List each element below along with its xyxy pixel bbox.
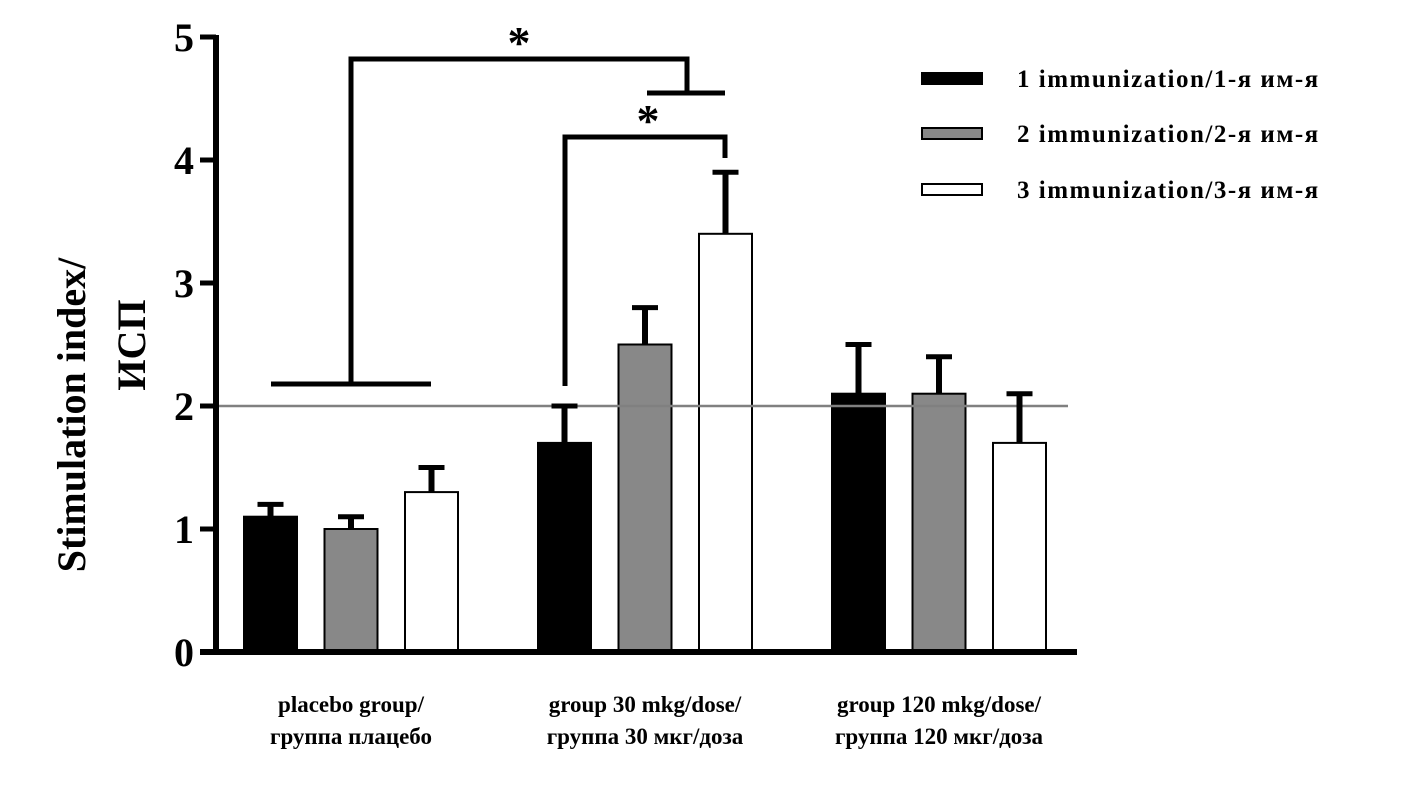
bars-layer	[243, 232, 1047, 654]
x-category-label-2-line-1: group 30 mkg/dose/	[549, 692, 742, 717]
bar-2-group-3	[911, 392, 967, 653]
y-tick-label-1: 1	[174, 507, 194, 552]
legend-label-1: 1 immunization/1-я им-я	[1017, 66, 1320, 93]
y-tick-label-3: 3	[174, 261, 194, 306]
bar-1-group-3	[831, 392, 886, 653]
axes-layer: 0 1 2 3 4 5	[174, 15, 1077, 675]
y-axis-label: Stimulation index/ ИСП	[49, 257, 154, 572]
legend-swatch-2	[921, 127, 983, 140]
legend: 1 immunization/1-я им-я 2 immunization/2-…	[921, 66, 1320, 204]
x-category-labels: placebo group/группа плацебо group 30 mkg…	[270, 692, 1044, 749]
error-bars-layer	[257, 169, 1033, 529]
y-tick-label-4: 4	[174, 138, 194, 183]
significance-brackets: **	[271, 17, 728, 387]
y-tick-label-5: 5	[174, 15, 194, 60]
legend-label-3: 3 immunization/3-я им-я	[1017, 177, 1320, 204]
bar-2-group-1	[323, 528, 379, 653]
bar-2-group-2	[617, 343, 673, 653]
x-category-label-2-line-2: группа 30 мкг/доза	[547, 724, 744, 749]
y-tick-label-0: 0	[174, 630, 194, 675]
legend-label-2: 2 immunization/2-я им-я	[1017, 121, 1320, 148]
x-category-label-3-line-2: группа 120 мкг/доза	[835, 724, 1044, 749]
x-category-label-3-line-1: group 120 mkg/dose/	[837, 692, 1042, 717]
bar-3-group-2	[698, 232, 753, 654]
bar-3-group-3	[992, 441, 1047, 653]
bracket-2-line	[562, 134, 728, 386]
bracket-1-line	[348, 56, 690, 384]
y-axis-label-line-1: Stimulation index/	[49, 257, 94, 572]
y-axis-label-line-2: ИСП	[109, 299, 154, 390]
bar-1-group-2	[537, 441, 592, 653]
legend-swatch-1	[921, 72, 983, 85]
bar-3-group-1	[404, 491, 459, 653]
significance-star-1: *	[508, 17, 531, 68]
significance-star-2: *	[637, 95, 660, 146]
bar-1-group-1	[243, 515, 298, 654]
x-category-label-1-line-2: группа плацебо	[270, 724, 432, 749]
legend-swatch-3	[921, 183, 983, 196]
y-tick-label-2: 2	[174, 384, 194, 429]
x-category-label-1-line-1: placebo group/	[278, 692, 425, 717]
